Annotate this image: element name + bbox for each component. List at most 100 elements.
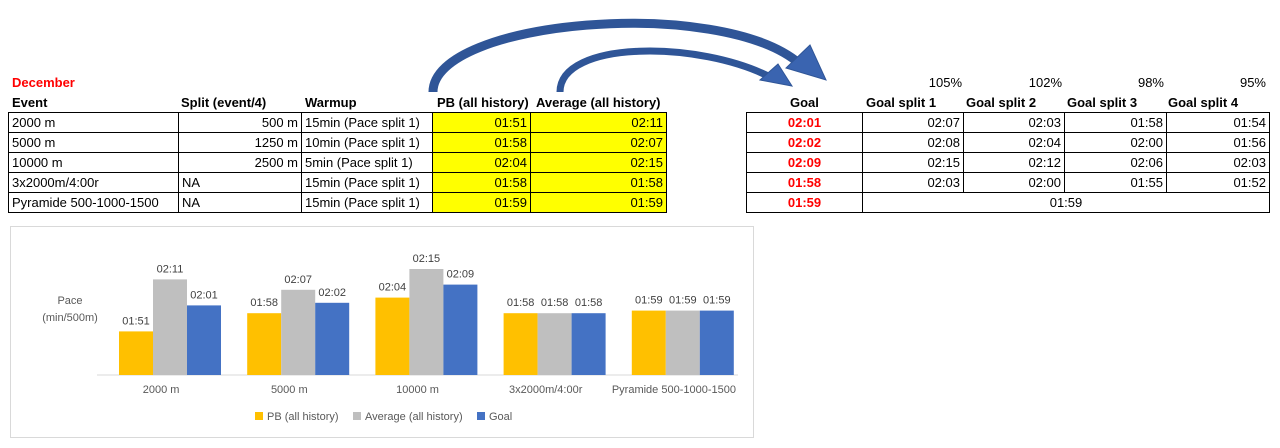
bar-goal-3[interactable] <box>571 313 606 375</box>
y-axis-label-line-1: Pace <box>57 295 82 307</box>
warmup-cell[interactable]: 15min (Pace split 1) <box>301 112 433 133</box>
legend-swatch <box>255 412 263 420</box>
x-tick-label: 2000 m <box>143 384 180 396</box>
goal-split-3-cell[interactable]: 02:00 <box>1064 132 1167 153</box>
warmup-cell[interactable]: 15min (Pace split 1) <box>301 172 433 193</box>
average-cell[interactable]: 01:59 <box>530 192 667 213</box>
goal-split-4-cell[interactable]: 01:52 <box>1166 172 1270 193</box>
data-label: 02:07 <box>284 274 312 286</box>
data-label: 01:58 <box>541 297 569 309</box>
pb-cell[interactable]: 01:58 <box>432 132 531 153</box>
data-label: 02:15 <box>413 253 441 265</box>
event-cell[interactable]: 10000 m <box>8 152 179 173</box>
bar-pb-all-history-0[interactable] <box>119 331 153 375</box>
right-table-row: 02:09 02:15 02:12 02:06 02:03 <box>746 152 1270 173</box>
goal-split-2-cell[interactable]: 02:12 <box>963 152 1065 173</box>
split-cell[interactable]: 2500 m <box>178 152 302 173</box>
percent-split-2: 102% <box>1028 75 1062 90</box>
goal-split-3-cell[interactable]: 01:58 <box>1064 112 1167 133</box>
warmup-cell[interactable]: 5min (Pace split 1) <box>301 152 433 173</box>
left-table-row: 5000 m 1250 m 10min (Pace split 1) 01:58 02:… <box>8 132 667 153</box>
data-label: 02:09 <box>447 269 475 281</box>
pb-cell[interactable]: 01:59 <box>432 192 531 213</box>
bar-goal-2[interactable] <box>443 284 478 375</box>
bar-pb-all-history-2[interactable] <box>375 297 410 375</box>
pb-cell[interactable]: 01:51 <box>432 112 531 133</box>
split-cell[interactable]: NA <box>178 192 302 213</box>
goal-split-1-cell[interactable]: 02:07 <box>862 112 964 133</box>
percent-split-1: 105% <box>928 75 962 90</box>
right-table-row: 01:58 02:03 02:00 01:55 01:52 <box>746 172 1270 193</box>
x-tick-label: 5000 m <box>271 384 308 396</box>
goal-split-4-cell[interactable]: 02:03 <box>1166 152 1270 173</box>
pace-bar-chart: Pace (min/500m) 01:51 02:11 02:01 2000 m 01:… <box>42 253 738 423</box>
pb-cell[interactable]: 01:58 <box>432 172 531 193</box>
arrow-avg-to-goal <box>556 47 774 93</box>
goal-split-4-cell[interactable]: 01:54 <box>1166 112 1270 133</box>
x-tick-label: 3x2000m/4:00r <box>509 384 583 396</box>
bar-average-all-history-2[interactable] <box>409 269 444 375</box>
split-cell[interactable]: NA <box>178 172 302 193</box>
legend-label: Goal <box>489 411 512 423</box>
goal-cell[interactable]: 02:02 <box>746 132 863 153</box>
goal-split-1-cell[interactable]: 02:08 <box>862 132 964 153</box>
event-cell[interactable]: 2000 m <box>8 112 179 133</box>
goal-split-1-cell[interactable]: 02:03 <box>862 172 964 193</box>
bar-pb-all-history-3[interactable] <box>503 313 538 375</box>
merged-split-cell[interactable]: 01:59 <box>862 192 1270 213</box>
bar-average-all-history-3[interactable] <box>537 313 572 375</box>
bar-goal-4[interactable] <box>699 310 734 375</box>
average-cell[interactable]: 02:11 <box>530 112 667 133</box>
goal-split-2-cell[interactable]: 02:00 <box>963 172 1065 193</box>
event-cell[interactable]: 5000 m <box>8 132 179 153</box>
left-table-row: Pyramide 500-1000-1500 NA 15min (Pace spli… <box>8 192 667 213</box>
event-cell[interactable]: Pyramide 500-1000-1500 <box>8 192 179 213</box>
goal-split-2-cell[interactable]: 02:04 <box>963 132 1065 153</box>
data-label: 02:11 <box>157 263 184 275</box>
legend-label: PB (all history) <box>267 411 339 423</box>
goal-cell[interactable]: 02:09 <box>746 152 863 173</box>
data-label: 01:59 <box>635 295 663 307</box>
y-axis-label-line-2: (min/500m) <box>42 312 98 324</box>
goal-split-3-cell[interactable]: 02:06 <box>1064 152 1167 173</box>
split-cell[interactable]: 1250 m <box>178 132 302 153</box>
bar-pb-all-history-4[interactable] <box>631 310 666 375</box>
event-cell[interactable]: 3x2000m/4:00r <box>8 172 179 193</box>
bar-goal-0[interactable] <box>187 305 221 375</box>
data-label: 02:02 <box>318 287 346 299</box>
x-tick-label: Pyramide 500-1000-1500 <box>612 384 736 396</box>
header-pb: PB (all history) <box>437 95 529 110</box>
average-cell[interactable]: 01:58 <box>530 172 667 193</box>
average-cell[interactable]: 02:15 <box>530 152 667 173</box>
pb-cell[interactable]: 02:04 <box>432 152 531 173</box>
average-cell[interactable]: 02:07 <box>530 132 667 153</box>
split-cell[interactable]: 500 m <box>178 112 302 133</box>
goal-split-4-cell[interactable]: 01:56 <box>1166 132 1270 153</box>
warmup-cell[interactable]: 10min (Pace split 1) <box>301 132 433 153</box>
data-label: 01:59 <box>703 295 731 307</box>
goal-cell[interactable]: 01:59 <box>746 192 863 213</box>
data-label: 01:59 <box>669 295 697 307</box>
goal-cell[interactable]: 01:58 <box>746 172 863 193</box>
data-label: 01:58 <box>250 297 278 309</box>
goal-split-2-cell[interactable]: 02:03 <box>963 112 1065 133</box>
bar-average-all-history-1[interactable] <box>281 289 316 375</box>
goal-split-3-cell[interactable]: 01:55 <box>1064 172 1167 193</box>
chart-container: Pace (min/500m) 01:51 02:11 02:01 2000 m 01:… <box>10 226 754 438</box>
bar-goal-1[interactable] <box>315 302 350 375</box>
warmup-cell[interactable]: 15min (Pace split 1) <box>301 192 433 213</box>
right-table-row: 02:01 02:07 02:03 01:58 01:54 <box>746 112 1270 133</box>
bar-average-all-history-4[interactable] <box>665 310 700 375</box>
left-table-row: 10000 m 2500 m 5min (Pace split 1) 02:04 02:… <box>8 152 667 173</box>
data-label: 02:04 <box>379 282 407 294</box>
header-goal-split-1: Goal split 1 <box>866 95 937 110</box>
right-table: 02:01 02:07 02:03 01:58 01:54 02:02 02:08 02:04… <box>746 112 1270 213</box>
goal-cell[interactable]: 02:01 <box>746 112 863 133</box>
bar-average-all-history-0[interactable] <box>153 279 187 375</box>
goal-split-1-cell[interactable]: 02:15 <box>862 152 964 173</box>
arrow-avg-head <box>758 63 794 87</box>
sheet-title: December <box>12 75 75 90</box>
percent-split-3: 98% <box>1137 75 1164 90</box>
legend-swatch <box>353 412 361 420</box>
bar-pb-all-history-1[interactable] <box>247 313 282 375</box>
